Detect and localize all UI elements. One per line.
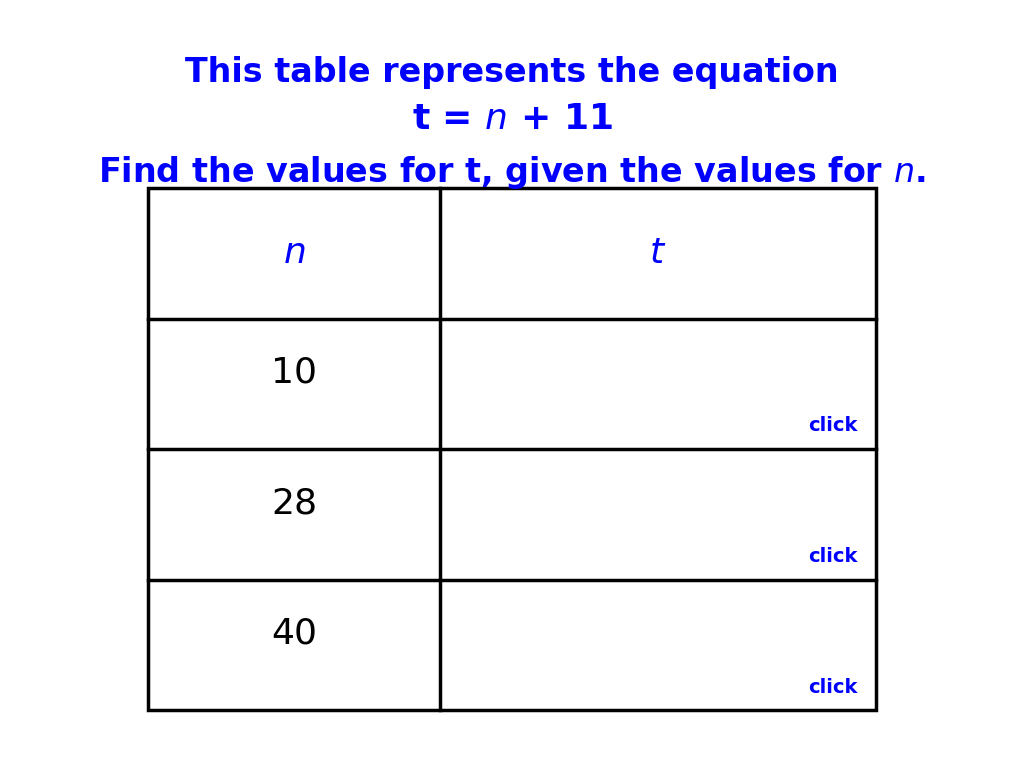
Bar: [148, 188, 876, 710]
Text: $\mathit{n}$: $\mathit{n}$: [284, 237, 305, 270]
Text: click: click: [808, 547, 857, 566]
Text: click: click: [808, 416, 857, 435]
Text: click: click: [808, 677, 857, 697]
Text: Find the values for t, given the values for $\mathit{n}$.: Find the values for t, given the values …: [98, 154, 926, 191]
Text: 40: 40: [271, 617, 317, 650]
Text: 28: 28: [271, 486, 317, 520]
Text: 10: 10: [271, 356, 317, 389]
Text: This table represents the equation: This table represents the equation: [185, 57, 839, 89]
Text: $\mathit{t}$: $\mathit{t}$: [649, 237, 667, 270]
Text: t = $\mathit{n}$ + 11: t = $\mathit{n}$ + 11: [412, 102, 612, 136]
